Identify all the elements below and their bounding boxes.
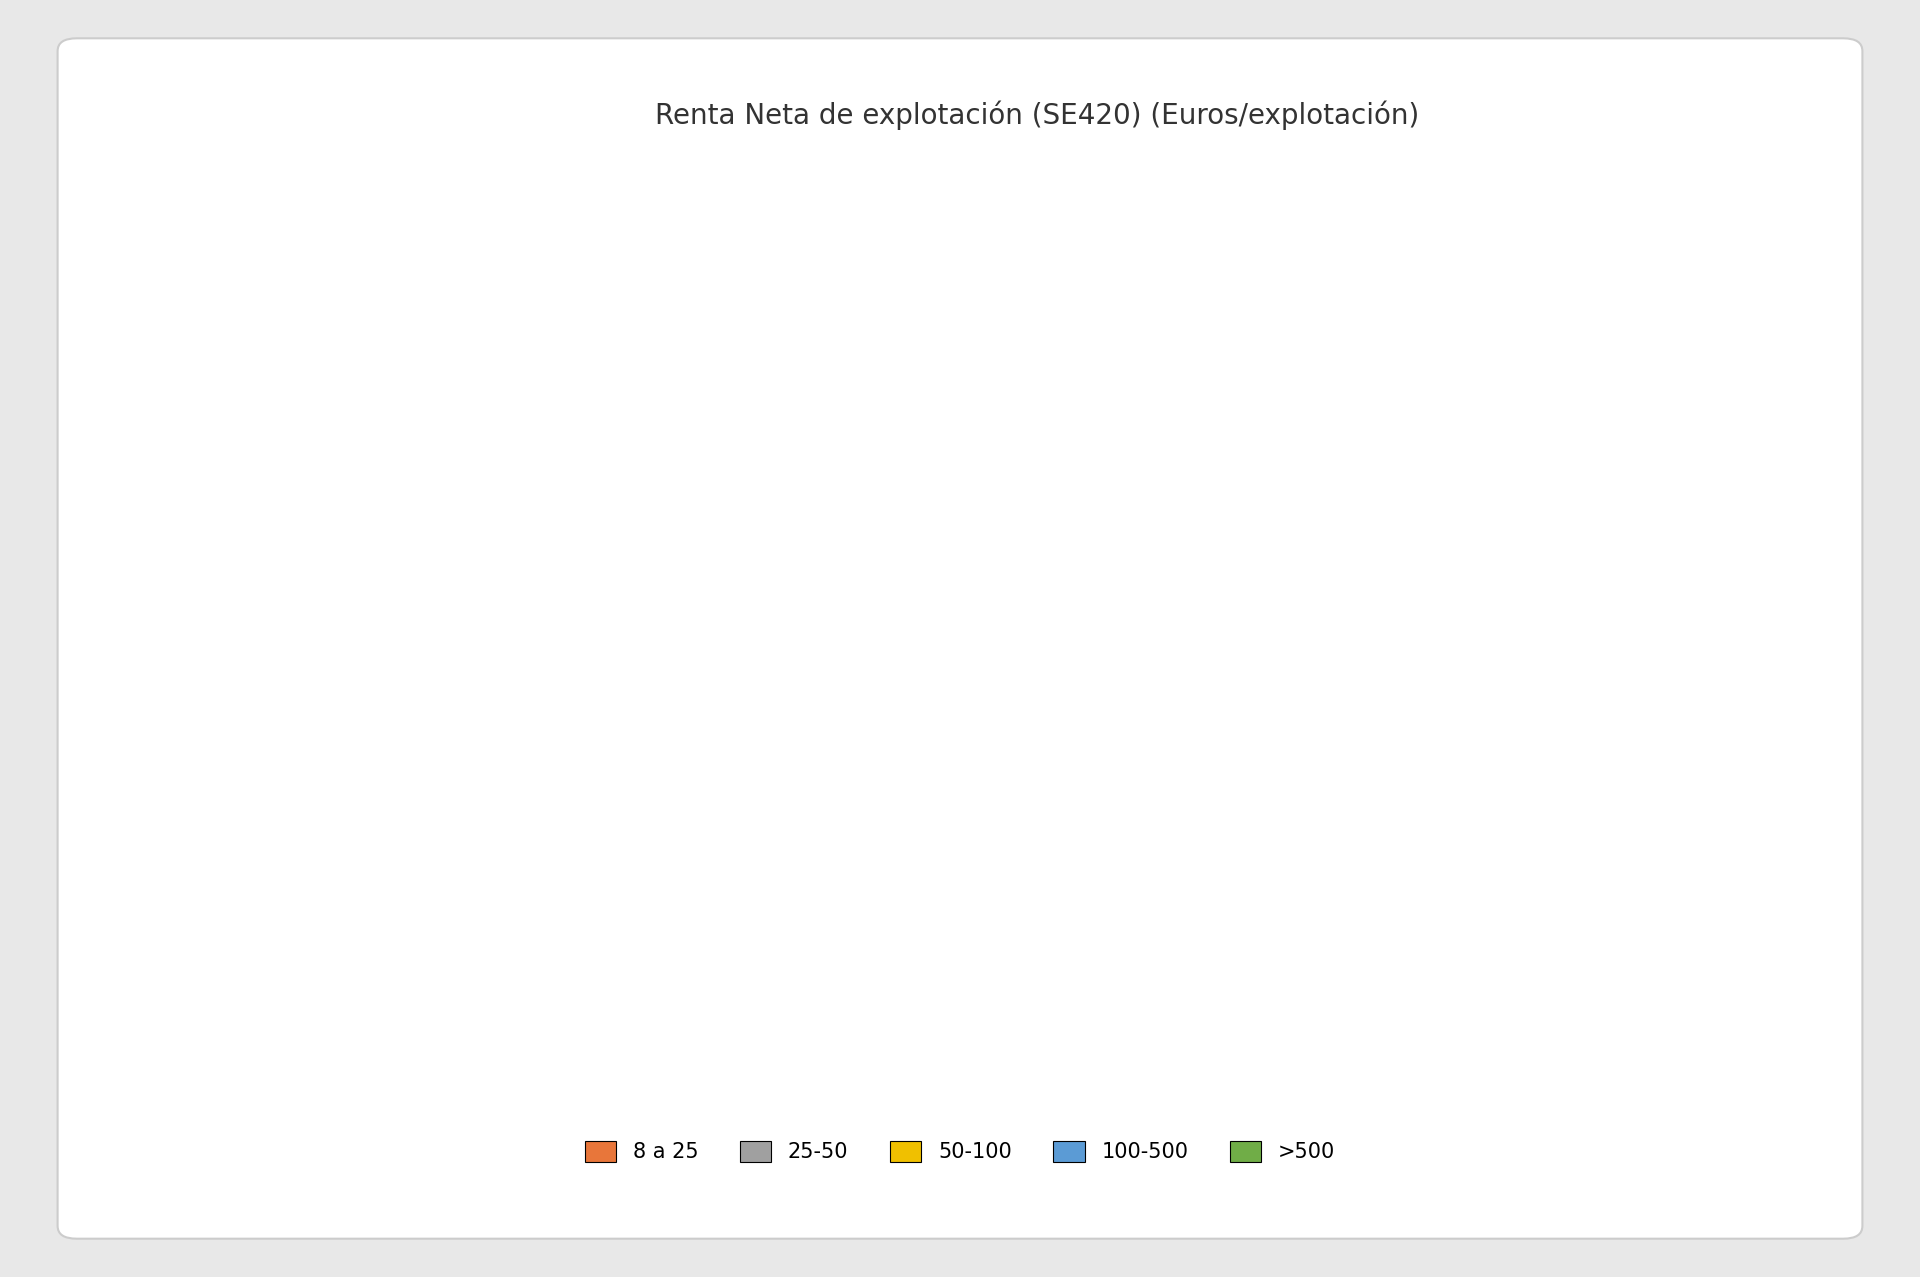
Text: Renta Neta de explotación (SE420) (Euros/explotación): Renta Neta de explotación (SE420) (Euros… [655,100,1419,130]
Bar [1680,300,1728,1047]
Bar [1574,981,1622,1047]
Bar [720,1023,768,1047]
Bar [1306,240,1354,1047]
Bar [451,986,499,1047]
Bar [555,578,605,1047]
Bar [346,1024,394,1047]
Bar [931,361,979,1047]
Legend: 8 a 25, 25-50, 50-100, 100-500, >500: 8 a 25, 25-50, 50-100, 100-500, >500 [576,1133,1344,1171]
Bar [1523,1009,1571,1047]
Bar [1094,1027,1142,1047]
Bar [877,926,925,1047]
Bar [1200,986,1248,1047]
Bar [1626,926,1676,1047]
Bar [826,986,874,1047]
Bar [1252,937,1300,1047]
Bar [503,935,551,1047]
Bar [774,1009,822,1047]
Bar [1469,1024,1519,1047]
Bar [1148,1013,1196,1047]
Bar [397,1009,447,1047]
